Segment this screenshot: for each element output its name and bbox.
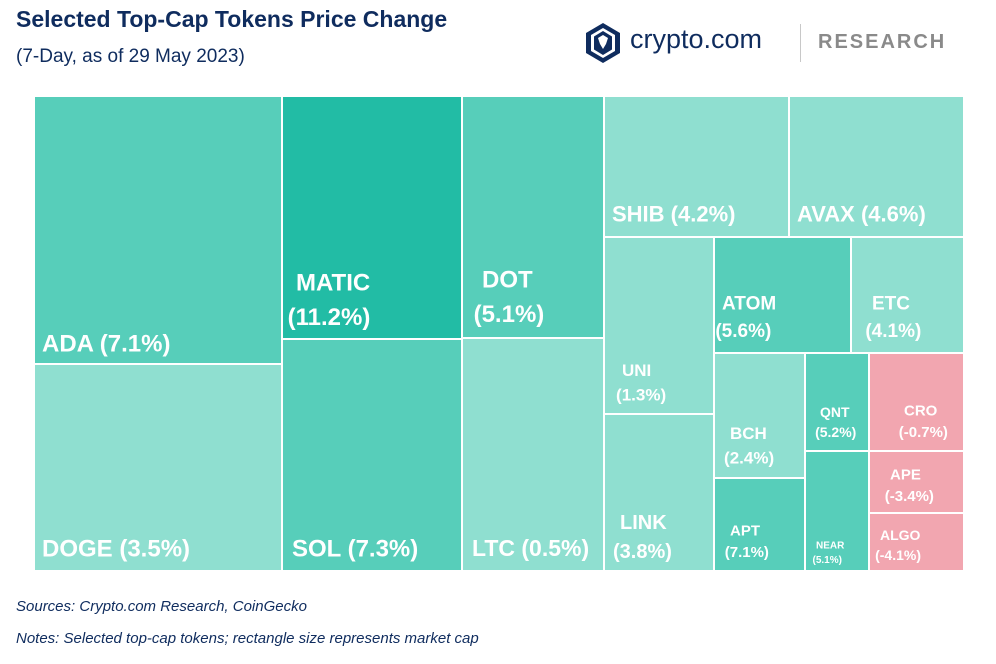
tile-qnt: QNT (5.2%) — [804, 352, 870, 452]
tile-rect-algo — [868, 512, 965, 572]
tile-uni: UNI (1.3%) — [603, 236, 715, 415]
tile-label-qnt: QNT (5.2%) — [815, 404, 856, 440]
tile-rect-ape — [868, 450, 965, 514]
tile-rect-dot — [461, 95, 605, 339]
tile-label-atom: ATOM (5.6%) — [715, 294, 776, 343]
tile-label-sol: SOL (7.3%) — [292, 535, 418, 562]
tile-avax: AVAX (4.6%) — [788, 95, 965, 238]
tile-label-ada: ADA (7.1%) — [42, 330, 170, 357]
tile-label-algo: ALGO (-4.1%) — [875, 527, 921, 563]
tile-rect-avax — [788, 95, 965, 238]
tile-bch: BCH (2.4%) — [713, 352, 806, 479]
tile-rect-near — [804, 450, 870, 572]
tile-rect-ada — [33, 95, 283, 365]
tile-label-doge: DOGE (3.5%) — [42, 535, 190, 562]
tile-label-dot: DOT (5.1%) — [474, 266, 545, 328]
brand-section-label: RESEARCH — [818, 31, 947, 53]
tile-rect-ltc — [461, 337, 605, 572]
tile-label-uni: UNI (1.3%) — [616, 361, 666, 405]
tile-apt: APT (7.1%) — [713, 477, 806, 572]
tile-algo: ALGO (-4.1%) — [868, 512, 965, 572]
tile-shib: SHIB (4.2%) — [603, 95, 790, 238]
tile-matic: MATIC (11.2%) — [281, 95, 463, 340]
tile-label-matic: MATIC (11.2%) — [288, 269, 371, 331]
tile-rect-matic — [281, 95, 463, 340]
tile-label-link: LINK (3.8%) — [613, 512, 672, 563]
tile-label-ape: APE (-3.4%) — [885, 466, 934, 505]
tile-ltc: LTC (0.5%) — [461, 337, 605, 572]
tile-link: LINK (3.8%) — [603, 413, 715, 572]
tile-label-ltc: LTC (0.5%) — [472, 535, 589, 561]
tile-rect-doge — [33, 363, 283, 572]
brand-block: crypto.com RESEARCH — [584, 22, 964, 64]
tile-doge: DOGE (3.5%) — [33, 363, 283, 572]
tile-near: NEAR (5.1%) — [804, 450, 870, 572]
tile-rect-bch — [713, 352, 806, 479]
chart-notes: Notes: Selected top-cap tokens; rectangl… — [16, 630, 479, 647]
brand-divider — [800, 24, 801, 62]
tile-label-avax: AVAX (4.6%) — [797, 202, 926, 227]
chart-sources: Sources: Crypto.com Research, CoinGecko — [16, 598, 307, 615]
tile-rect-sol — [281, 338, 463, 572]
chart-title: Selected Top-Cap Tokens Price Change — [16, 6, 448, 32]
tile-rect-etc — [850, 236, 965, 354]
tile-cro: CRO (-0.7%) — [868, 352, 965, 452]
tile-rect-shib — [603, 95, 790, 238]
tile-atom: ATOM (5.6%) — [713, 236, 852, 354]
crypto-com-logo-icon — [586, 23, 620, 63]
tile-rect-uni — [603, 236, 715, 415]
tile-ape: APE (-3.4%) — [868, 450, 965, 514]
tile-label-apt: APT (7.1%) — [725, 522, 769, 561]
tile-sol: SOL (7.3%) — [281, 338, 463, 572]
tile-label-near: NEAR (5.1%) — [813, 541, 846, 567]
tile-label-shib: SHIB (4.2%) — [612, 202, 735, 227]
tile-label-etc: ETC (4.1%) — [865, 294, 921, 343]
tile-rect-cro — [868, 352, 965, 452]
tile-ada: ADA (7.1%) — [33, 95, 283, 365]
chart-subtitle: (7-Day, as of 29 May 2023) — [16, 46, 245, 67]
tile-label-bch: BCH (2.4%) — [724, 424, 774, 468]
tile-dot: DOT (5.1%) — [461, 95, 605, 339]
tile-etc: ETC (4.1%) — [850, 236, 965, 354]
tile-label-cro: CRO (-0.7%) — [899, 402, 948, 441]
brand-name: crypto.com — [630, 24, 763, 54]
